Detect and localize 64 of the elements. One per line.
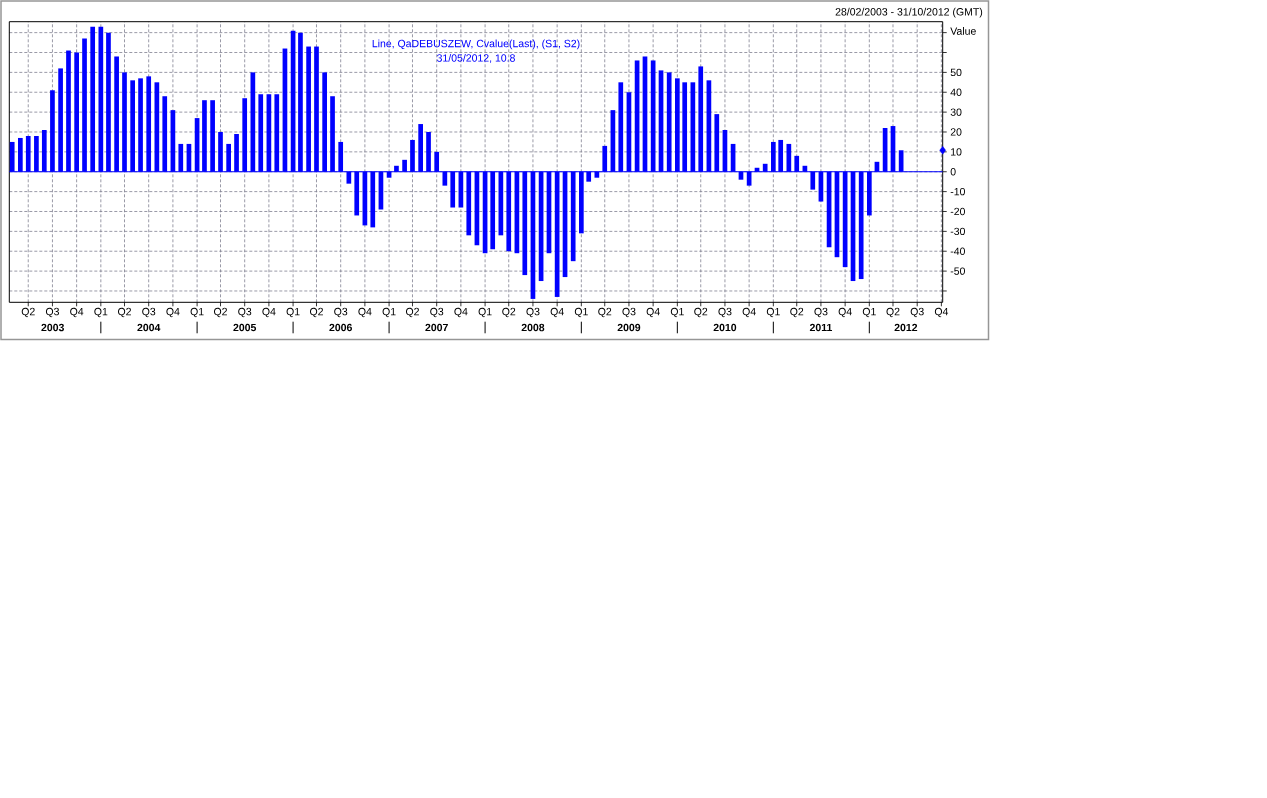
x-tick-label: Q4 (262, 307, 276, 318)
x2-tick-label: 2005 (233, 323, 257, 332)
x-tick-label: Q3 (142, 307, 156, 318)
y-tick-label: 0 (950, 168, 956, 176)
x2-tick-label: 2008 (521, 323, 545, 332)
x-tick-label: Q3 (718, 307, 732, 318)
x-tick-label: Q3 (622, 307, 636, 318)
x-tick-label: Q4 (70, 307, 84, 318)
x-tick-label: Q4 (454, 307, 468, 318)
x-tick-label: Q2 (790, 307, 804, 318)
x-tick-label: Q3 (45, 307, 59, 318)
x-tick-label: Q2 (214, 307, 227, 318)
y-axis-title: Value (950, 27, 976, 35)
y-tick-label: -40 (950, 247, 965, 255)
x2-tick-label: 2011 (809, 323, 833, 332)
y-tick-label: -50 (950, 267, 965, 275)
x-tick-label: Q1 (190, 307, 204, 318)
y-tick-label: 20 (950, 128, 962, 136)
x-tick-label: Q4 (166, 307, 180, 318)
x-tick-label: Q3 (334, 307, 348, 318)
y-tick-label: -20 (950, 207, 965, 216)
x-tick-label: Q1 (574, 307, 588, 318)
x-tick-label: Q1 (670, 307, 684, 318)
x-tick-label: Q3 (526, 307, 540, 318)
y-tick-label: -10 (950, 187, 965, 196)
x-tick-label: Q1 (382, 307, 396, 318)
x-tick-label: Q2 (21, 307, 35, 318)
y-tick-label: 50 (950, 68, 962, 77)
x-tick-label: Q1 (286, 307, 300, 318)
x-tick-label: Q3 (430, 307, 444, 318)
x-tick-label: Q1 (766, 307, 780, 318)
x2-tick-label: 2006 (329, 323, 352, 332)
x-tick-label: Q4 (934, 307, 949, 318)
x-tick-label: Q3 (238, 307, 252, 318)
x-tick-label: Q2 (502, 307, 516, 318)
x-tick-label: Q3 (910, 307, 924, 318)
x-tick-label: Q4 (646, 307, 660, 318)
x2-tick-label: 2012 (894, 323, 918, 332)
x2-tick-label: 2004 (137, 323, 161, 332)
y-tick-label: 10 (951, 148, 962, 156)
x-tick-label: Q1 (94, 307, 108, 318)
x-tick-label: Q2 (598, 307, 612, 318)
x-tick-label: Q4 (742, 307, 756, 318)
x-tick-label: Q2 (694, 307, 708, 318)
x-tick-label: Q3 (814, 307, 828, 318)
x2-tick-label: 2010 (713, 323, 737, 332)
x-tick-label: Q2 (310, 307, 323, 318)
x2-tick-label: 2009 (617, 323, 641, 332)
x-tick-label: Q2 (886, 307, 900, 318)
x-tick-label: Q1 (478, 307, 492, 318)
annotation: 31/05/2012, 10.8 (436, 53, 515, 63)
y-tick-label: 40 (950, 88, 962, 96)
x-tick-label: Q1 (862, 307, 876, 318)
x-tick-label: Q4 (550, 307, 564, 318)
x2-tick-label: 2003 (41, 323, 64, 332)
x2-tick-label: 2007 (425, 323, 448, 332)
y-tick-label: -30 (950, 227, 965, 236)
text: Line, QaDEBUSZEW, Cvalue(Last), (S1, S2) (372, 39, 580, 50)
chart-title: 28/02/2003 - 31/10/2012 (GMT) (835, 7, 983, 18)
y-tick-label: 30 (950, 108, 962, 116)
x-tick-label: Q4 (358, 307, 372, 318)
x-tick-label: Q2 (118, 307, 131, 318)
x-tick-label: Q2 (405, 307, 419, 318)
x-tick-label: Q4 (838, 307, 852, 318)
